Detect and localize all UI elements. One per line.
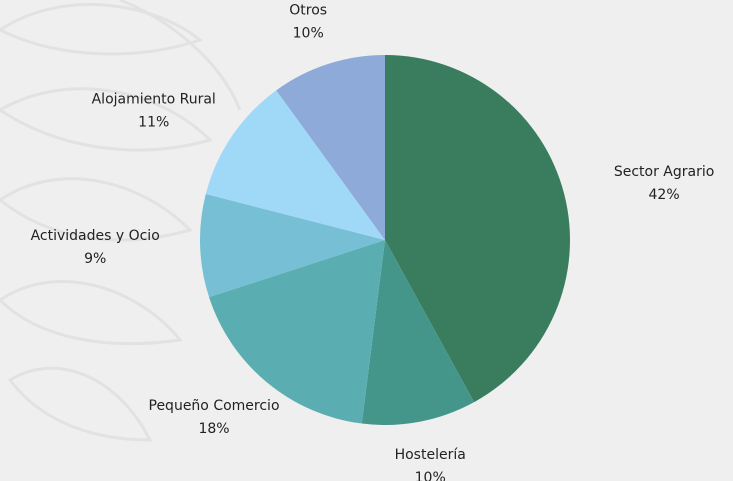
slice-value: 10% (415, 470, 446, 481)
slice-label: Actividades y Ocio (31, 228, 160, 244)
slice-value: 9% (84, 251, 106, 267)
slice-value: 42% (649, 187, 680, 203)
page: {"chart_data": {"type": "pie", "categori… (0, 0, 733, 481)
chart: Sector Agrario 42% Hostelería 10% Pequeño Co… (0, 0, 733, 481)
slice-label: Pequeño Comercio (149, 398, 280, 414)
slice-label: Hostelería (395, 447, 466, 463)
slice-value: 10% (293, 25, 324, 41)
slice-label: Alojamiento Rural (92, 92, 216, 108)
slice-value: 18% (198, 421, 229, 437)
slice-label: Otros (289, 2, 327, 18)
slice-label: Sector Agrario (614, 164, 714, 180)
slice-value: 11% (138, 115, 169, 131)
